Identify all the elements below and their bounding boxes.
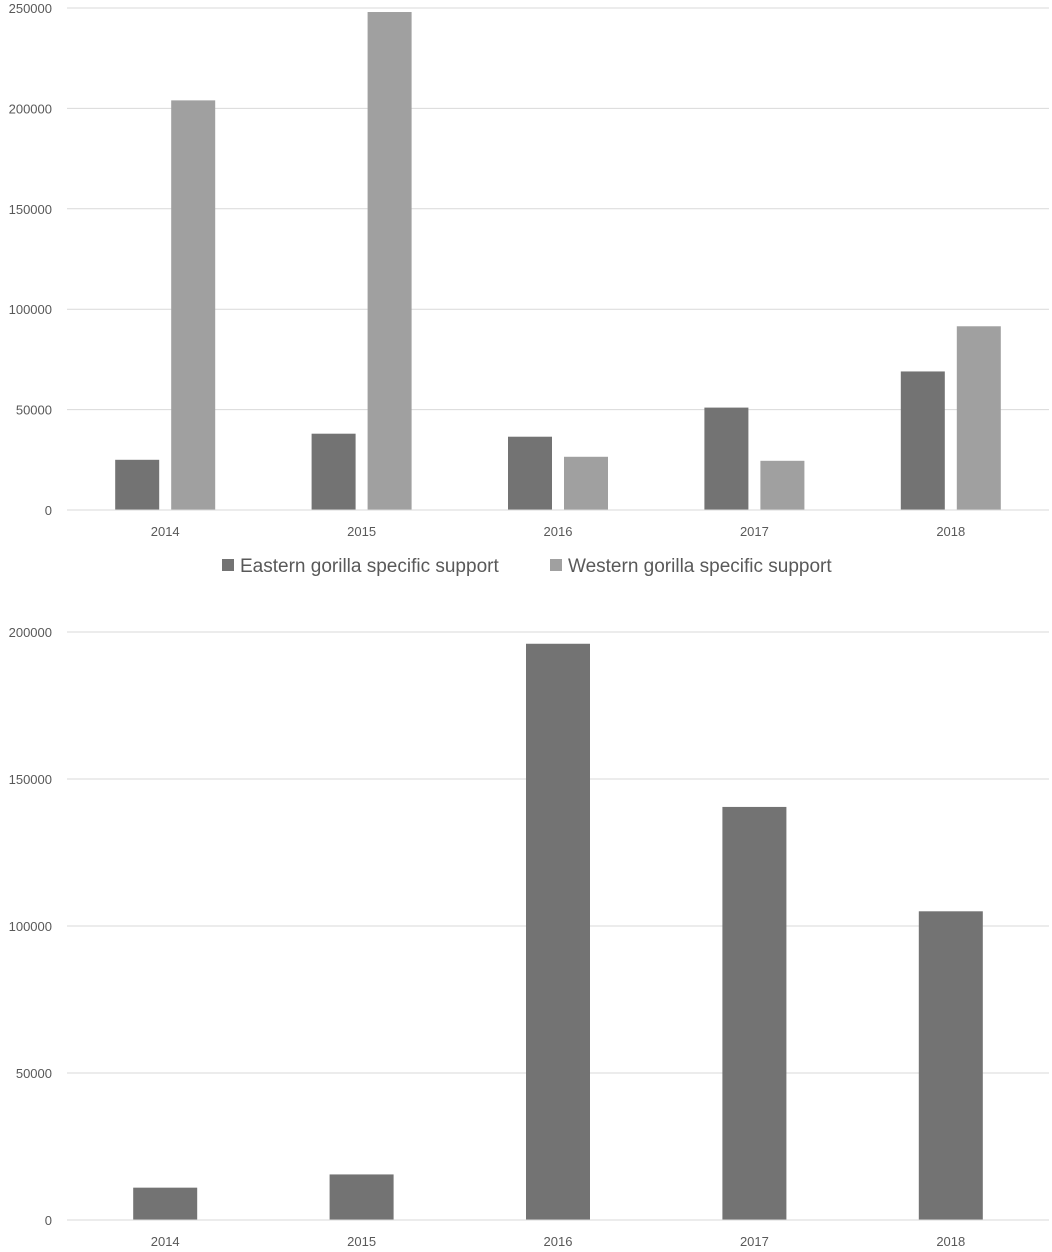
bar-2018-western — [956, 326, 1001, 510]
x-tick-label: 2014 — [151, 1234, 180, 1249]
chart-1-y-axis: 0 50000 100000 150000 200000 250000 — [9, 1, 52, 518]
y-tick-label: 50000 — [16, 1066, 52, 1081]
legend-label-eastern: Eastern gorilla specific support — [240, 556, 499, 577]
bar-2015-eastern — [311, 433, 356, 510]
x-tick-label: 2016 — [544, 1234, 573, 1249]
bar-2016-eastern — [508, 436, 552, 510]
x-tick-label: 2015 — [347, 1234, 376, 1249]
bar-2018-eastern — [900, 371, 945, 510]
y-tick-label: 100000 — [9, 919, 52, 934]
bar-2017 — [722, 806, 787, 1220]
y-tick-label: 0 — [45, 1213, 52, 1228]
x-tick-label: 2018 — [936, 1234, 965, 1249]
chart-1-bars — [115, 12, 1001, 511]
chart-2-x-axis: 2014 2015 2016 2017 2018 — [151, 1234, 966, 1249]
chart-2-bars — [133, 643, 983, 1220]
x-tick-label: 2014 — [151, 524, 180, 539]
y-tick-label: 150000 — [9, 772, 52, 787]
bar-2017-eastern — [704, 407, 749, 510]
bar-2015 — [329, 1174, 394, 1220]
bar-2016 — [526, 643, 590, 1220]
bar-2017-western — [760, 460, 805, 510]
bar-2014-western — [171, 100, 216, 511]
y-tick-label: 100000 — [9, 302, 52, 317]
bar-2014-eastern — [115, 459, 160, 510]
y-tick-label: 150000 — [9, 202, 52, 217]
chart-2-y-axis: 0 50000 100000 150000 200000 — [9, 625, 52, 1228]
x-tick-label: 2017 — [740, 524, 769, 539]
legend-swatch-eastern — [222, 559, 234, 571]
y-tick-label: 50000 — [16, 403, 52, 418]
x-tick-label: 2015 — [347, 524, 376, 539]
bar-2016-western — [564, 456, 608, 510]
legend-swatch-western — [550, 559, 562, 571]
x-tick-label: 2018 — [936, 524, 965, 539]
chart-1-gridlines — [67, 7, 1049, 411]
bar-2014 — [133, 1187, 198, 1220]
y-tick-label: 200000 — [9, 101, 52, 116]
legend-label-western: Western gorilla specific support — [568, 556, 832, 577]
x-tick-label: 2017 — [740, 1234, 769, 1249]
chart-1-legend: Eastern gorilla specific support Western… — [222, 556, 832, 577]
bar-2015-western — [367, 12, 412, 511]
y-tick-label: 200000 — [9, 625, 52, 640]
bar-2018 — [918, 911, 983, 1220]
chart-1-x-axis: 2014 2015 2016 2017 2018 — [151, 524, 966, 539]
y-tick-label: 0 — [45, 503, 52, 518]
x-tick-label: 2016 — [544, 524, 573, 539]
y-tick-label: 250000 — [9, 1, 52, 16]
